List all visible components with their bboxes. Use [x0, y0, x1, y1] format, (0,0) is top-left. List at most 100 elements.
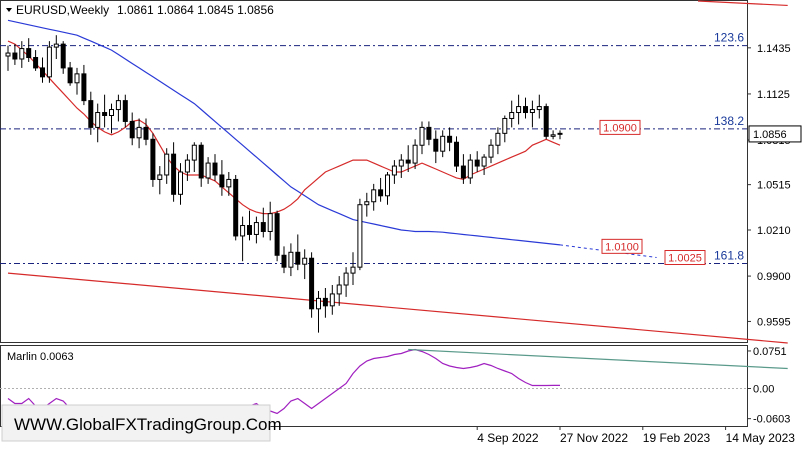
candle	[281, 246, 287, 274]
candle	[322, 287, 328, 318]
bearish-candle-body	[295, 251, 301, 265]
bearish-candle-body	[447, 135, 453, 143]
bearish-candle-body	[474, 159, 480, 167]
dropdown-triangle-icon[interactable]	[6, 8, 12, 12]
bullish-candle-body	[398, 159, 404, 167]
candle	[267, 201, 273, 241]
bearish-candle-body	[309, 257, 315, 310]
candle	[391, 160, 397, 184]
bearish-candle-body	[88, 100, 94, 128]
candle	[288, 243, 294, 277]
candle	[12, 44, 18, 65]
bullish-candle-body	[74, 73, 80, 84]
bearish-candle-body	[122, 100, 128, 122]
price-tick-label: 0.9595	[757, 316, 791, 328]
bullish-candle-body	[419, 126, 425, 146]
bullish-candle-body	[205, 162, 211, 179]
bullish-candle-body	[184, 159, 190, 173]
bearish-candle-body	[378, 189, 384, 197]
candle	[405, 145, 411, 172]
bullish-candle-body	[509, 112, 515, 119]
bullish-candle-body	[253, 222, 259, 235]
bullish-candle-body	[53, 43, 59, 48]
candle	[19, 41, 25, 68]
bullish-candle-body	[267, 213, 273, 232]
price-tick-label: 0.9900	[757, 271, 791, 283]
candle	[115, 94, 121, 122]
candle	[226, 172, 232, 196]
bullish-candle-body	[302, 257, 308, 265]
price-tick-label: 1.1125	[757, 89, 790, 101]
candle	[460, 154, 466, 184]
fibonacci-levels: 123.6 138.2 161.8	[0, 31, 747, 264]
candle	[253, 216, 259, 244]
candle	[53, 35, 59, 59]
candle	[5, 45, 11, 71]
bullish-candle-body	[371, 189, 377, 203]
price-target-label: 1.0900	[603, 122, 637, 134]
price-target-box	[599, 119, 641, 135]
candle	[33, 50, 39, 71]
bullish-candle-body	[46, 46, 52, 78]
candle	[309, 252, 315, 318]
price-tick-label: 1.0515	[757, 180, 791, 192]
bullish-candle-body	[288, 251, 294, 268]
last-price-box	[748, 125, 802, 143]
candle	[178, 163, 183, 205]
bearish-candle-body	[143, 126, 149, 140]
trendlines	[7, 0, 788, 344]
candle	[364, 192, 370, 217]
bearish-candle-body	[33, 57, 39, 69]
bullish-candle-body	[536, 106, 542, 111]
bullish-candle-body	[5, 52, 11, 57]
candle	[454, 136, 459, 172]
bearish-candle-body	[274, 213, 280, 256]
price-target-box	[601, 238, 643, 254]
candle	[67, 61, 73, 86]
candle	[398, 154, 404, 178]
candle	[129, 112, 135, 146]
candle	[150, 133, 156, 187]
time-axis: 4 Sep 2022 27 Nov 2022 19 Feb 2023 14 May 2…	[476, 426, 795, 445]
bearish-candle-body	[150, 138, 156, 180]
candle	[481, 154, 487, 175]
price-target-label: 1.0100	[605, 241, 639, 253]
last-price-label: 1.0856	[753, 129, 787, 141]
ohlc-values: 1.0861 1.0864 1.0845 1.0856	[117, 3, 274, 17]
candle	[184, 154, 190, 181]
lower-trendline	[7, 272, 788, 344]
candle	[40, 57, 45, 83]
candle	[74, 67, 80, 95]
candle	[143, 118, 149, 146]
bearish-candle-body	[460, 165, 466, 179]
candle	[467, 154, 473, 184]
bearish-candle-body	[219, 174, 225, 188]
candle	[122, 94, 128, 128]
bullish-candle-body	[19, 48, 25, 60]
candle	[426, 121, 432, 146]
candle	[550, 130, 556, 140]
candle	[502, 115, 508, 143]
bullish-candle-body	[364, 201, 370, 206]
bearish-candle-body	[233, 178, 239, 237]
bullish-candle-body	[316, 297, 321, 310]
bullish-candle-body	[357, 204, 363, 268]
candle	[378, 177, 384, 202]
candle	[233, 174, 239, 241]
oscillator-tick-label: -0.0603	[753, 414, 790, 426]
bearish-candle-body	[454, 141, 459, 167]
bearish-candle-body	[81, 73, 87, 102]
candle	[495, 127, 501, 155]
candle	[536, 94, 542, 119]
blue-moving-average	[7, 19, 561, 246]
bearish-candle-body	[543, 106, 549, 137]
candle	[219, 160, 225, 196]
bearish-candle-body	[198, 144, 204, 179]
bullish-candle-body	[343, 272, 349, 286]
candle	[205, 157, 211, 184]
bullish-candle-body	[336, 284, 342, 295]
price-labels: 1.0900 1.0100 1.0025	[599, 119, 706, 265]
bullish-candle-body	[329, 293, 335, 307]
candle	[60, 41, 66, 74]
bearish-candle-body	[12, 52, 18, 60]
